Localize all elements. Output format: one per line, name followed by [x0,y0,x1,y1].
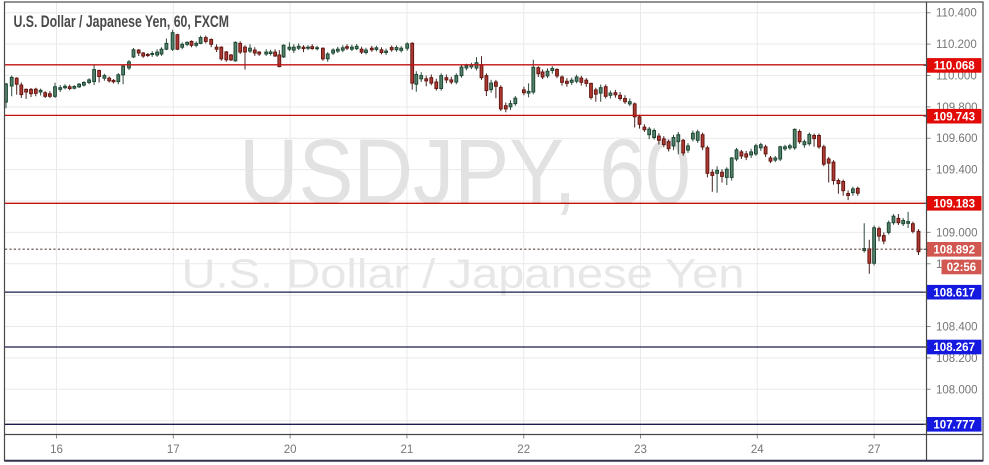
svg-text:109.000: 109.000 [936,227,978,239]
svg-text:27: 27 [868,444,881,456]
svg-text:108.617: 108.617 [933,287,975,299]
svg-text:20: 20 [284,444,297,456]
svg-text:108.892: 108.892 [933,245,975,257]
svg-text:23: 23 [634,444,647,456]
svg-text:109.183: 109.183 [933,199,975,211]
svg-text:109.743: 109.743 [933,111,975,123]
svg-text:110.400: 110.400 [936,8,977,20]
svg-text:USDJPY, 60: USDJPY, 60 [239,121,691,223]
svg-text:108.267: 108.267 [933,342,975,354]
svg-text:109.600: 109.600 [936,133,978,145]
svg-text:110.200: 110.200 [936,39,977,51]
svg-text:108.200: 108.200 [936,353,978,365]
svg-text:U.S. Dollar / Japanese Yen, 60: U.S. Dollar / Japanese Yen, 60, FXCM [14,12,230,31]
svg-text:107.777: 107.777 [933,420,975,432]
svg-text:02:56: 02:56 [947,262,976,274]
svg-text:16: 16 [50,444,63,456]
svg-text:110.068: 110.068 [934,61,976,73]
svg-text:110.000: 110.000 [936,71,977,83]
svg-text:22: 22 [517,444,530,456]
svg-text:24: 24 [751,444,764,456]
svg-text:17: 17 [167,444,180,456]
svg-text:21: 21 [401,444,414,456]
svg-text:108.000: 108.000 [936,384,978,396]
svg-text:108.400: 108.400 [936,322,978,334]
svg-text:U.S. Dollar / Japanese Yen: U.S. Dollar / Japanese Yen [182,251,745,297]
svg-text:109.400: 109.400 [936,165,978,177]
